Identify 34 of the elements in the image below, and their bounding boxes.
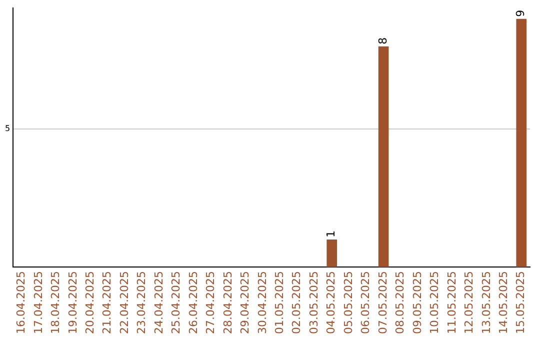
x-tick-label: 01.05.2025 <box>273 271 286 334</box>
x-tick-label: 23.04.2025 <box>135 271 148 334</box>
data-label: 1 <box>324 230 338 238</box>
x-tick-label: 08.05.2025 <box>394 271 407 334</box>
x-tick-label: 17.04.2025 <box>32 271 45 334</box>
x-tick-label: 07.05.2025 <box>376 271 390 334</box>
x-tick-label: 02.05.2025 <box>290 271 304 334</box>
x-tick-label: 09.05.2025 <box>410 271 424 334</box>
data-label: 9 <box>514 10 528 17</box>
x-tick-label: 06.05.2025 <box>359 271 372 334</box>
x-tick-label: 27.04.2025 <box>204 271 218 334</box>
x-tick-label: 05.05.2025 <box>342 271 355 334</box>
x-tick-label: 11.05.2025 <box>445 271 458 334</box>
x-tick-label: 30.04.2025 <box>256 271 269 334</box>
x-tick-label: 18.04.2025 <box>49 271 62 334</box>
x-tick-label: 16.04.2025 <box>14 271 28 334</box>
x-tick-label: 20.04.2025 <box>83 271 96 334</box>
x-tick-label: 22.04.2025 <box>118 271 131 334</box>
data-label: 8 <box>376 37 390 44</box>
x-tick-label: 21.04.2025 <box>100 271 114 334</box>
x-tick-label: 28.04.2025 <box>221 271 234 334</box>
x-tick-label: 25.04.2025 <box>170 271 183 334</box>
x-tick-label: 13.05.2025 <box>480 271 493 334</box>
x-tick-label: 10.05.2025 <box>428 271 442 334</box>
x-tick-label: 03.05.2025 <box>307 271 320 334</box>
y-tick-label: 5 <box>4 124 10 134</box>
x-tick-label: 24.04.2025 <box>152 271 166 334</box>
x-tick-label: 29.04.2025 <box>238 271 252 334</box>
x-tick-label: 19.04.2025 <box>66 271 80 334</box>
x-tick-label: 04.05.2025 <box>324 271 338 334</box>
x-tick-label: 12.05.2025 <box>462 271 476 334</box>
x-tick-label: 15.05.2025 <box>514 271 528 334</box>
x-tick-label: 26.04.2025 <box>186 271 200 334</box>
x-tick-label: 14.05.2025 <box>497 271 510 334</box>
